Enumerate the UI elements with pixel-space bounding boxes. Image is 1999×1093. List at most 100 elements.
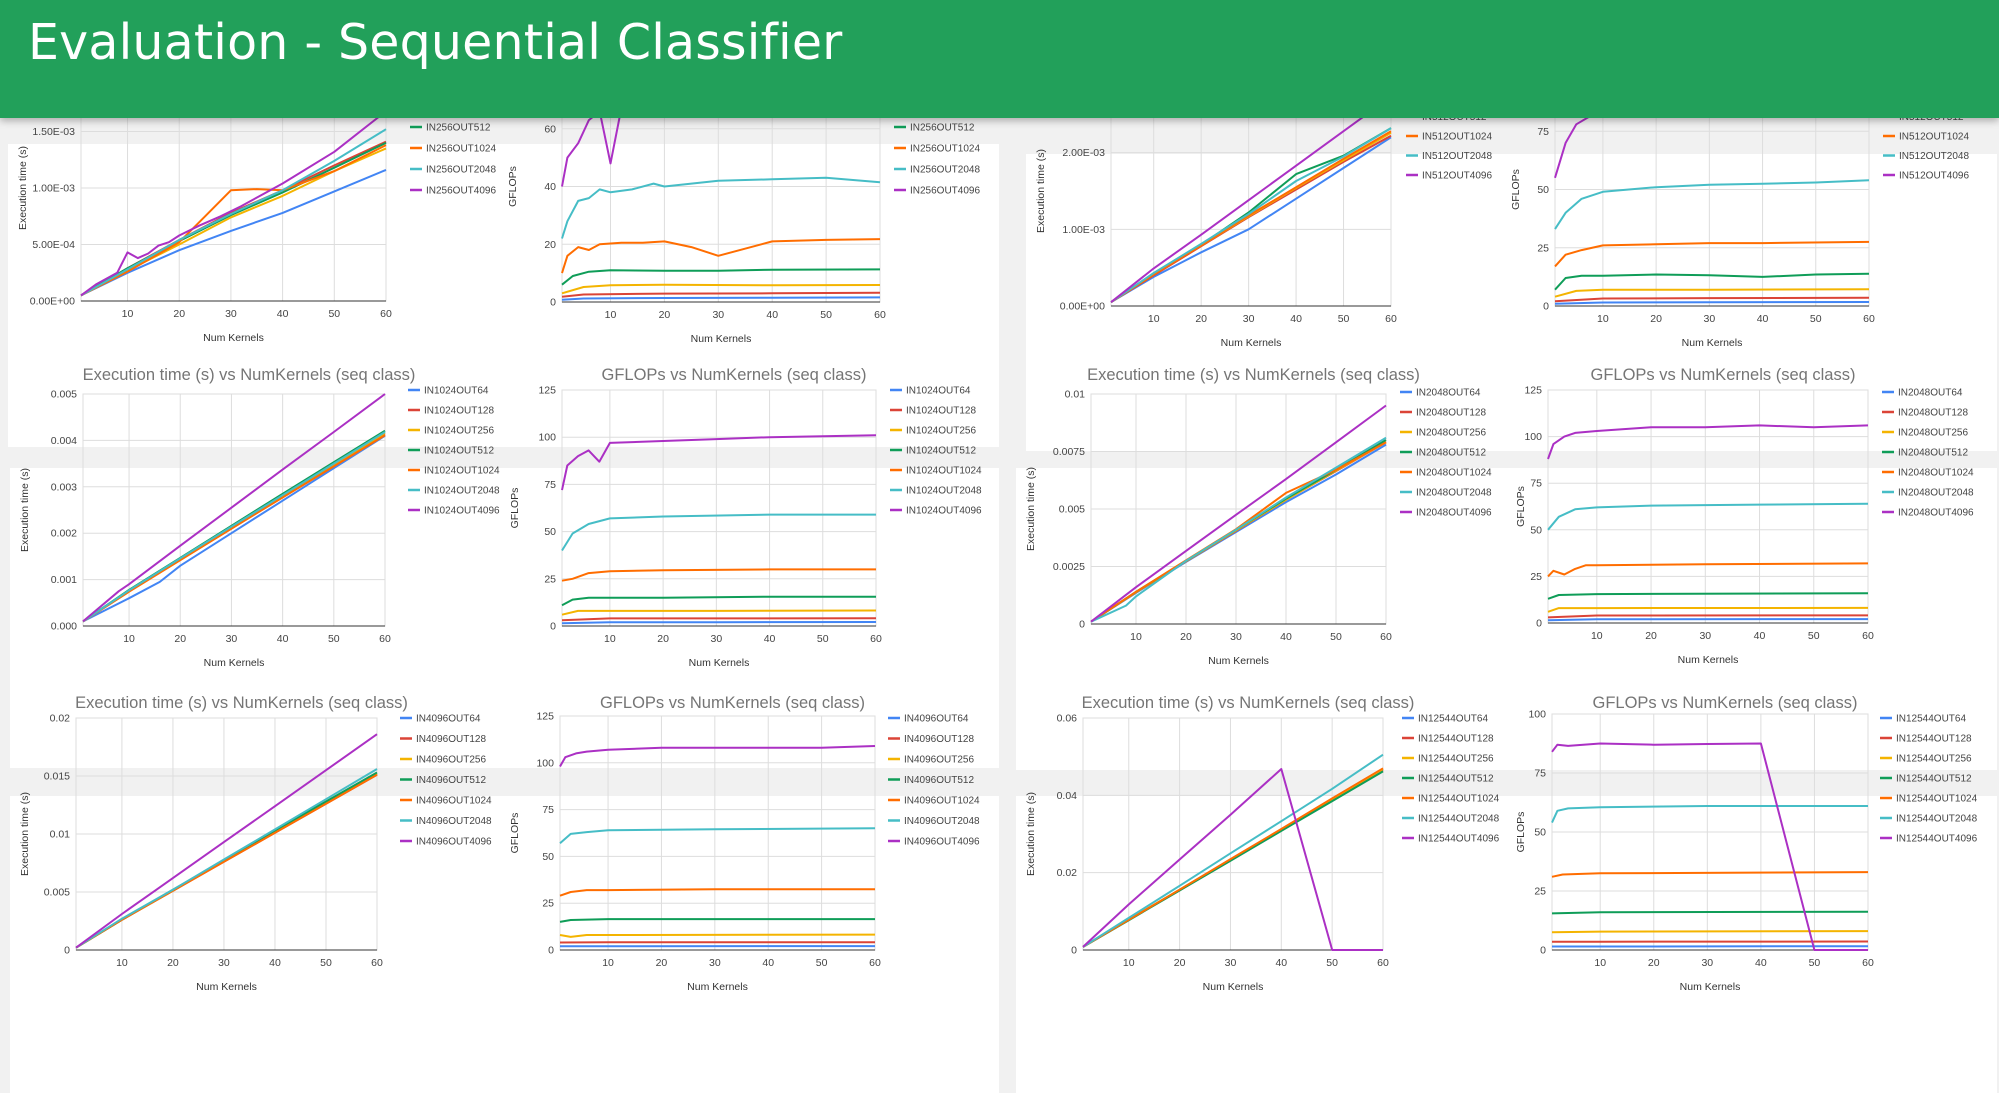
series-line xyxy=(82,434,386,623)
y-axis-title: Execution time (s) xyxy=(1025,467,1037,551)
x-tick-label: 10 xyxy=(1594,957,1606,969)
x-axis-title: Num Kernels xyxy=(204,657,265,669)
legend-label: IN1024OUT512 xyxy=(424,446,494,457)
y-tick-label: 0.001 xyxy=(51,574,77,586)
series-line xyxy=(82,434,386,623)
x-tick-label: 60 xyxy=(869,957,881,969)
x-tick-label: 10 xyxy=(605,309,617,321)
series-line xyxy=(82,431,386,623)
legend-label: IN2048OUT256 xyxy=(1416,428,1486,439)
y-tick-label: 5.00E-04 xyxy=(32,239,75,251)
legend-label: IN1024OUT1024 xyxy=(906,466,982,477)
x-tick-label: 50 xyxy=(1809,957,1821,969)
y-tick-label: 25 xyxy=(1534,886,1546,898)
y-tick-label: 0.004 xyxy=(51,435,77,447)
series-line xyxy=(1547,424,1869,460)
legend-label: IN12544OUT4096 xyxy=(1418,834,1500,845)
y-tick-label: 25 xyxy=(544,573,556,585)
y-tick-label: 25 xyxy=(1537,242,1549,254)
y-tick-label: 100 xyxy=(538,432,556,444)
legend-label: IN2048OUT1024 xyxy=(1416,468,1492,479)
chart-gflops-in4096: GFLOPs vs NumKernels (seq class) 10 20 30 40… xyxy=(509,694,980,993)
y-tick-label: 0.015 xyxy=(44,771,70,783)
x-tick-label: 40 xyxy=(762,957,774,969)
x-tick-label: 30 xyxy=(1230,631,1242,643)
y-tick-label: 125 xyxy=(536,711,554,723)
series-line xyxy=(80,144,387,297)
series-line xyxy=(1547,502,1869,531)
x-tick-label: 50 xyxy=(817,633,829,645)
y-tick-label: 0.01 xyxy=(50,829,71,841)
plot-frame xyxy=(561,389,877,627)
legend-label: IN256OUT1024 xyxy=(426,144,496,155)
legend-label: IN4096OUT1024 xyxy=(416,796,492,807)
y-axis-title: GFLOPs xyxy=(1515,486,1527,527)
chart-gflops-in1024: GFLOPs vs NumKernels (seq class) 10 20 30 40… xyxy=(509,366,982,669)
legend-label: IN256OUT4096 xyxy=(910,186,980,197)
chart-gflops-in2048: GFLOPs vs NumKernels (seq class) 10 20 30 40… xyxy=(1515,366,1974,666)
legend-label: IN4096OUT256 xyxy=(904,755,974,766)
y-tick-label: 0 xyxy=(1071,945,1077,957)
x-tick-label: 60 xyxy=(1385,313,1397,325)
chart-exec-time-in2048: Execution time (s) vs NumKernels (seq cl… xyxy=(1025,366,1492,667)
legend-label: IN4096OUT256 xyxy=(416,755,486,766)
chart-exec-time-in4096: Execution time (s) vs NumKernels (seq cl… xyxy=(19,694,492,993)
x-tick-label: 40 xyxy=(1280,631,1292,643)
series-line xyxy=(1082,753,1384,948)
series-line xyxy=(1110,95,1392,303)
plot-frame xyxy=(559,715,876,951)
series-line xyxy=(561,283,881,295)
series-line xyxy=(559,827,876,845)
y-tick-label: 0.003 xyxy=(51,481,77,493)
y-axis-title: GFLOPs xyxy=(509,813,521,854)
y-tick-label: 75 xyxy=(542,804,554,816)
x-axis-title: Num Kernels xyxy=(1203,981,1264,993)
x-tick-label: 40 xyxy=(766,309,778,321)
series-line xyxy=(1090,443,1387,623)
legend-label: IN256OUT4096 xyxy=(426,186,496,197)
legend-label: IN2048OUT64 xyxy=(1416,388,1481,399)
series-line xyxy=(1554,272,1870,291)
chart-gflops-in12544: GFLOPs vs NumKernels (seq class) 10 20 30 40… xyxy=(1515,694,1978,993)
y-tick-label: 0.00E+00 xyxy=(1060,301,1105,313)
series-line xyxy=(1547,614,1869,619)
series-line xyxy=(561,609,877,616)
y-tick-label: 0 xyxy=(548,945,554,957)
series-line xyxy=(1554,296,1870,303)
legend-label: IN256OUT2048 xyxy=(910,165,980,176)
x-tick-label: 40 xyxy=(1755,957,1767,969)
y-tick-label: 50 xyxy=(1537,184,1549,196)
series-line xyxy=(82,393,386,623)
y-tick-label: 0.06 xyxy=(1057,713,1078,725)
legend-label: IN512OUT2048 xyxy=(1422,151,1492,162)
series-line xyxy=(80,168,387,297)
legend-label: IN12544OUT64 xyxy=(1896,714,1966,725)
series-line xyxy=(80,128,387,297)
legend-label: IN4096OUT4096 xyxy=(416,837,492,848)
series-line xyxy=(1547,618,1869,622)
y-axis-title: Execution time (s) xyxy=(17,146,29,230)
chart-title: Execution time (s) vs NumKernels (seq cl… xyxy=(1082,694,1415,712)
series-line xyxy=(1554,240,1870,268)
x-axis-title: Num Kernels xyxy=(196,981,257,993)
legend-label: IN4096OUT64 xyxy=(416,714,481,725)
x-tick-label: 10 xyxy=(1148,313,1160,325)
series-line xyxy=(559,918,875,923)
slide-title: Evaluation - Sequential Classifier xyxy=(28,14,843,71)
x-axis-title: Num Kernels xyxy=(1682,337,1743,349)
x-tick-label: 20 xyxy=(1645,630,1657,642)
legend-label: IN1024OUT128 xyxy=(424,406,494,417)
legend-label: IN4096OUT128 xyxy=(904,734,974,745)
legend-label: IN4096OUT2048 xyxy=(416,816,492,827)
y-tick-label: 50 xyxy=(1530,524,1542,536)
x-tick-label: 40 xyxy=(277,633,289,645)
series-line xyxy=(561,513,876,552)
series-line xyxy=(1090,441,1387,623)
legend-label: IN2048OUT4096 xyxy=(1898,508,1974,519)
x-tick-label: 50 xyxy=(1338,313,1350,325)
series-line xyxy=(1547,562,1869,578)
x-tick-label: 50 xyxy=(1810,313,1822,325)
x-tick-label: 20 xyxy=(656,957,668,969)
legend-label: IN2048OUT256 xyxy=(1898,428,1968,439)
series-line xyxy=(1551,871,1869,878)
